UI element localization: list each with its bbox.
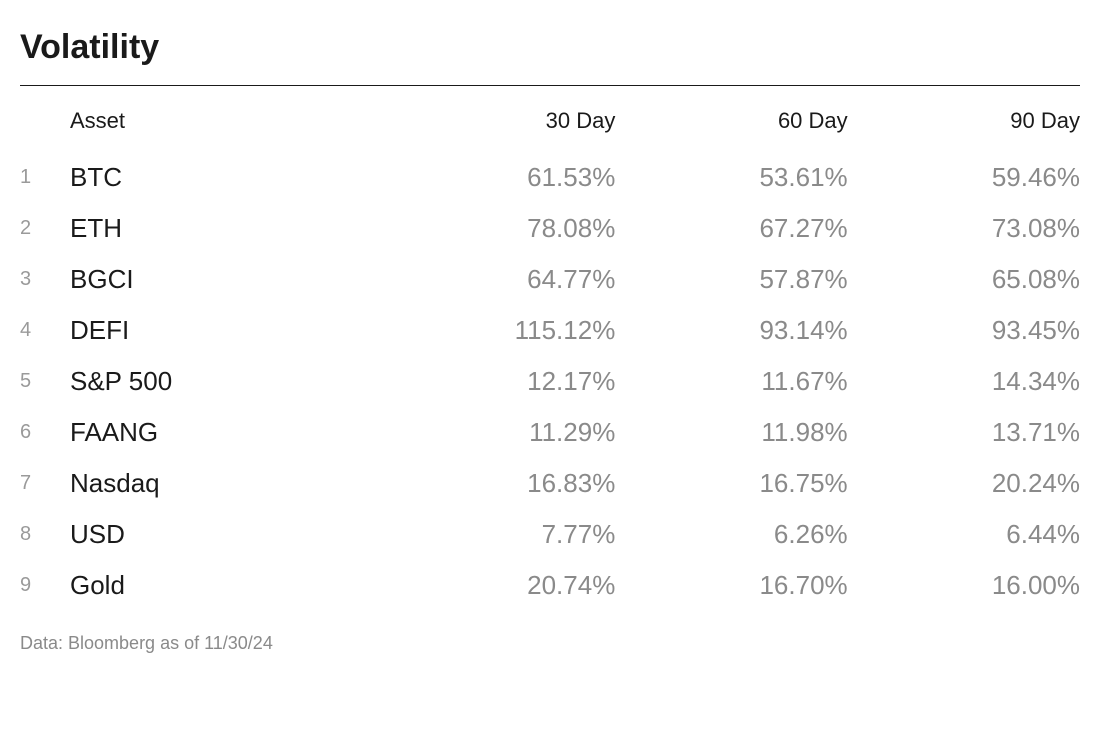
asset-name: BTC — [70, 152, 350, 203]
value-60day: 53.61% — [615, 152, 847, 203]
col-header-60day: 60 Day — [615, 108, 847, 152]
table-row: 9 Gold 20.74% 16.70% 16.00% — [20, 560, 1080, 611]
table-row: 6 FAANG 11.29% 11.98% 13.71% — [20, 407, 1080, 458]
asset-name: Nasdaq — [70, 458, 350, 509]
value-30day: 11.29% — [350, 407, 615, 458]
value-90day: 59.46% — [848, 152, 1080, 203]
asset-name: USD — [70, 509, 350, 560]
table-row: 8 USD 7.77% 6.26% 6.44% — [20, 509, 1080, 560]
value-30day: 78.08% — [350, 203, 615, 254]
value-30day: 16.83% — [350, 458, 615, 509]
col-header-30day: 30 Day — [350, 108, 615, 152]
table-row: 2 ETH 78.08% 67.27% 73.08% — [20, 203, 1080, 254]
value-60day: 11.67% — [615, 356, 847, 407]
title-divider — [20, 85, 1080, 86]
col-header-index — [20, 108, 70, 152]
value-30day: 20.74% — [350, 560, 615, 611]
row-index: 6 — [20, 407, 70, 458]
value-60day: 11.98% — [615, 407, 847, 458]
row-index: 7 — [20, 458, 70, 509]
value-90day: 65.08% — [848, 254, 1080, 305]
col-header-asset: Asset — [70, 108, 350, 152]
data-source-footer: Data: Bloomberg as of 11/30/24 — [20, 633, 1080, 654]
value-90day: 6.44% — [848, 509, 1080, 560]
table-row: 4 DEFI 115.12% 93.14% 93.45% — [20, 305, 1080, 356]
value-30day: 12.17% — [350, 356, 615, 407]
value-60day: 67.27% — [615, 203, 847, 254]
value-60day: 93.14% — [615, 305, 847, 356]
row-index: 8 — [20, 509, 70, 560]
volatility-table: Asset 30 Day 60 Day 90 Day 1 BTC 61.53% … — [20, 108, 1080, 611]
table-row: 1 BTC 61.53% 53.61% 59.46% — [20, 152, 1080, 203]
row-index: 1 — [20, 152, 70, 203]
row-index: 5 — [20, 356, 70, 407]
col-header-90day: 90 Day — [848, 108, 1080, 152]
value-60day: 16.75% — [615, 458, 847, 509]
asset-name: ETH — [70, 203, 350, 254]
page-title: Volatility — [20, 28, 1080, 67]
value-60day: 57.87% — [615, 254, 847, 305]
value-30day: 7.77% — [350, 509, 615, 560]
row-index: 4 — [20, 305, 70, 356]
value-90day: 20.24% — [848, 458, 1080, 509]
value-30day: 64.77% — [350, 254, 615, 305]
table-header-row: Asset 30 Day 60 Day 90 Day — [20, 108, 1080, 152]
asset-name: FAANG — [70, 407, 350, 458]
table-row: 7 Nasdaq 16.83% 16.75% 20.24% — [20, 458, 1080, 509]
value-90day: 16.00% — [848, 560, 1080, 611]
value-30day: 61.53% — [350, 152, 615, 203]
table-row: 5 S&P 500 12.17% 11.67% 14.34% — [20, 356, 1080, 407]
value-90day: 73.08% — [848, 203, 1080, 254]
asset-name: DEFI — [70, 305, 350, 356]
asset-name: BGCI — [70, 254, 350, 305]
value-60day: 16.70% — [615, 560, 847, 611]
value-90day: 93.45% — [848, 305, 1080, 356]
value-30day: 115.12% — [350, 305, 615, 356]
row-index: 9 — [20, 560, 70, 611]
asset-name: Gold — [70, 560, 350, 611]
asset-name: S&P 500 — [70, 356, 350, 407]
value-90day: 13.71% — [848, 407, 1080, 458]
value-60day: 6.26% — [615, 509, 847, 560]
row-index: 3 — [20, 254, 70, 305]
row-index: 2 — [20, 203, 70, 254]
table-row: 3 BGCI 64.77% 57.87% 65.08% — [20, 254, 1080, 305]
value-90day: 14.34% — [848, 356, 1080, 407]
